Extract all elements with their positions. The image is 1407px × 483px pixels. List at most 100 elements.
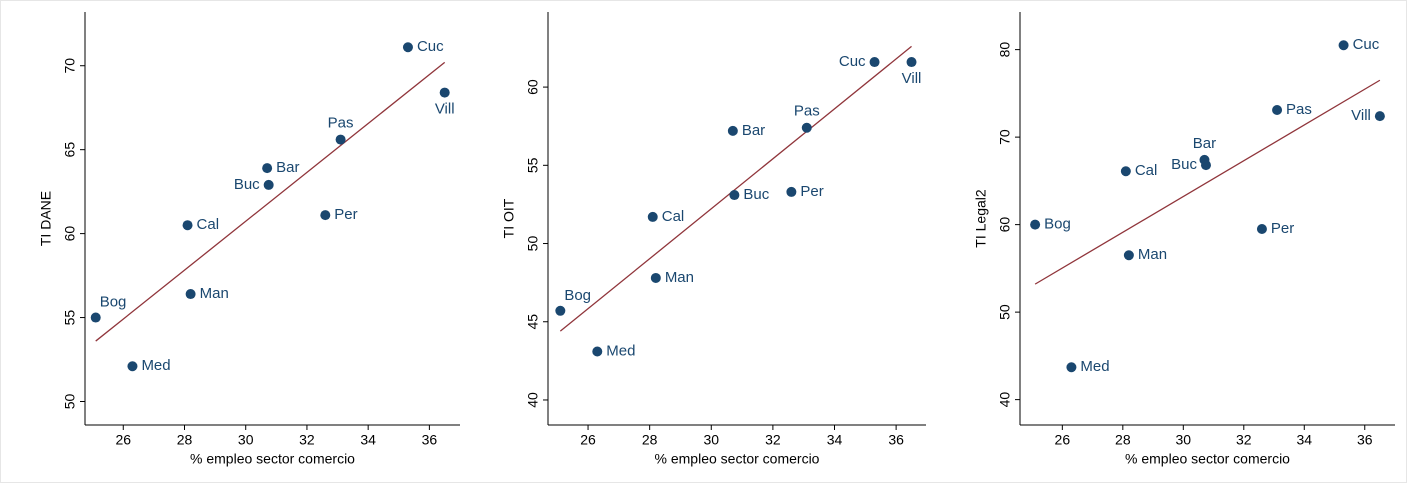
point-label: Pas <box>794 103 820 120</box>
point <box>1066 362 1077 373</box>
point-label: Cuc <box>417 38 444 55</box>
point <box>650 272 661 283</box>
fit-line <box>559 45 912 332</box>
y-tick-label: 55 <box>62 310 78 326</box>
point-label: Bar <box>1193 135 1216 152</box>
x-tick-label: 32 <box>765 432 781 448</box>
point <box>1338 40 1349 51</box>
y-tick-label: 40 <box>997 392 1013 408</box>
point-label: Man <box>200 285 229 302</box>
x-tick-label: 26 <box>115 432 131 448</box>
point <box>127 361 138 372</box>
y-tick-label: 40 <box>525 392 541 408</box>
y-tick-label: 60 <box>62 226 78 242</box>
point <box>402 42 413 53</box>
point-label: Med <box>1080 358 1109 375</box>
point <box>335 134 346 145</box>
point <box>263 179 274 190</box>
point-label: Per <box>1271 220 1294 237</box>
point-label: Pas <box>328 115 354 132</box>
y-tick-label: 55 <box>525 157 541 173</box>
point-label: Vill <box>435 101 455 118</box>
x-tick-label: 30 <box>703 432 719 448</box>
point <box>801 122 812 133</box>
point <box>555 305 566 316</box>
y-tick-label: 50 <box>997 304 1013 320</box>
point-label: Bog <box>100 294 127 311</box>
x-tick-label: 28 <box>177 432 193 448</box>
point-label: Man <box>1138 246 1167 263</box>
x-axis-label: % empleo sector comercio <box>190 451 355 467</box>
point-label: Cuc <box>1353 36 1380 53</box>
point <box>439 87 450 98</box>
point <box>1120 166 1131 177</box>
point-label: Bar <box>742 122 765 139</box>
point-label: Per <box>334 206 357 223</box>
point <box>185 289 196 300</box>
point-label: Cal <box>1135 162 1158 179</box>
x-tick-label: 36 <box>422 432 438 448</box>
point <box>1272 105 1283 115</box>
point <box>729 190 740 201</box>
point <box>182 220 193 231</box>
x-tick-label: 34 <box>827 432 843 448</box>
x-tick-label: 30 <box>238 432 254 448</box>
point <box>262 163 273 174</box>
x-tick-label: 34 <box>360 432 376 448</box>
y-tick-label: 65 <box>62 142 78 158</box>
point-label: Med <box>606 342 635 359</box>
point-label: Man <box>665 269 694 286</box>
point <box>90 312 101 323</box>
point-label: Cal <box>662 208 685 225</box>
x-tick-label: 36 <box>888 432 904 448</box>
point <box>647 211 658 222</box>
y-tick-label: 50 <box>62 393 78 409</box>
y-axis-label: TI OIT <box>501 198 517 238</box>
point <box>320 210 331 221</box>
y-tick-label: 50 <box>525 236 541 252</box>
point <box>592 346 603 357</box>
x-tick-label: 26 <box>580 432 596 448</box>
point-label: Bog <box>564 287 591 304</box>
point-label: Med <box>141 357 170 374</box>
x-tick-label: 36 <box>1357 432 1373 448</box>
fit-line <box>95 61 446 342</box>
x-tick-label: 32 <box>1236 432 1252 448</box>
point <box>906 57 917 68</box>
y-tick-label: 60 <box>997 217 1013 233</box>
point <box>1374 111 1385 122</box>
point <box>786 186 797 197</box>
y-axis-label: TI Legal2 <box>973 189 989 248</box>
x-tick-label: 28 <box>1115 432 1131 448</box>
point <box>727 125 738 136</box>
y-tick-label: 60 <box>525 79 541 95</box>
point-label: Bog <box>1044 216 1071 233</box>
x-tick-label: 30 <box>1176 432 1192 448</box>
point-label: Cal <box>197 216 220 233</box>
y-tick-label: 45 <box>525 314 541 330</box>
point-label: Buc <box>1171 156 1197 173</box>
y-tick-label: 70 <box>62 58 78 74</box>
y-axis-label: TI DANE <box>38 191 54 246</box>
point <box>1200 160 1211 171</box>
point <box>1030 219 1041 230</box>
x-tick-label: 34 <box>1296 432 1312 448</box>
point-label: Cuc <box>839 53 866 70</box>
y-tick-label: 80 <box>997 42 1013 58</box>
point-label: Vill <box>902 70 922 87</box>
y-tick-label: 70 <box>997 129 1013 145</box>
point-label: Buc <box>743 186 769 203</box>
x-tick-label: 26 <box>1055 432 1071 448</box>
x-tick-label: 28 <box>642 432 658 448</box>
x-axis-label: % empleo sector comercio <box>655 451 820 467</box>
point-label: Buc <box>234 176 260 193</box>
x-tick-label: 32 <box>299 432 315 448</box>
point <box>1256 224 1267 234</box>
fit-line <box>1034 79 1381 285</box>
point-label: Vill <box>1351 107 1371 124</box>
point-label: Pas <box>1286 101 1312 118</box>
point <box>869 57 880 68</box>
point-label: Bar <box>276 159 299 176</box>
